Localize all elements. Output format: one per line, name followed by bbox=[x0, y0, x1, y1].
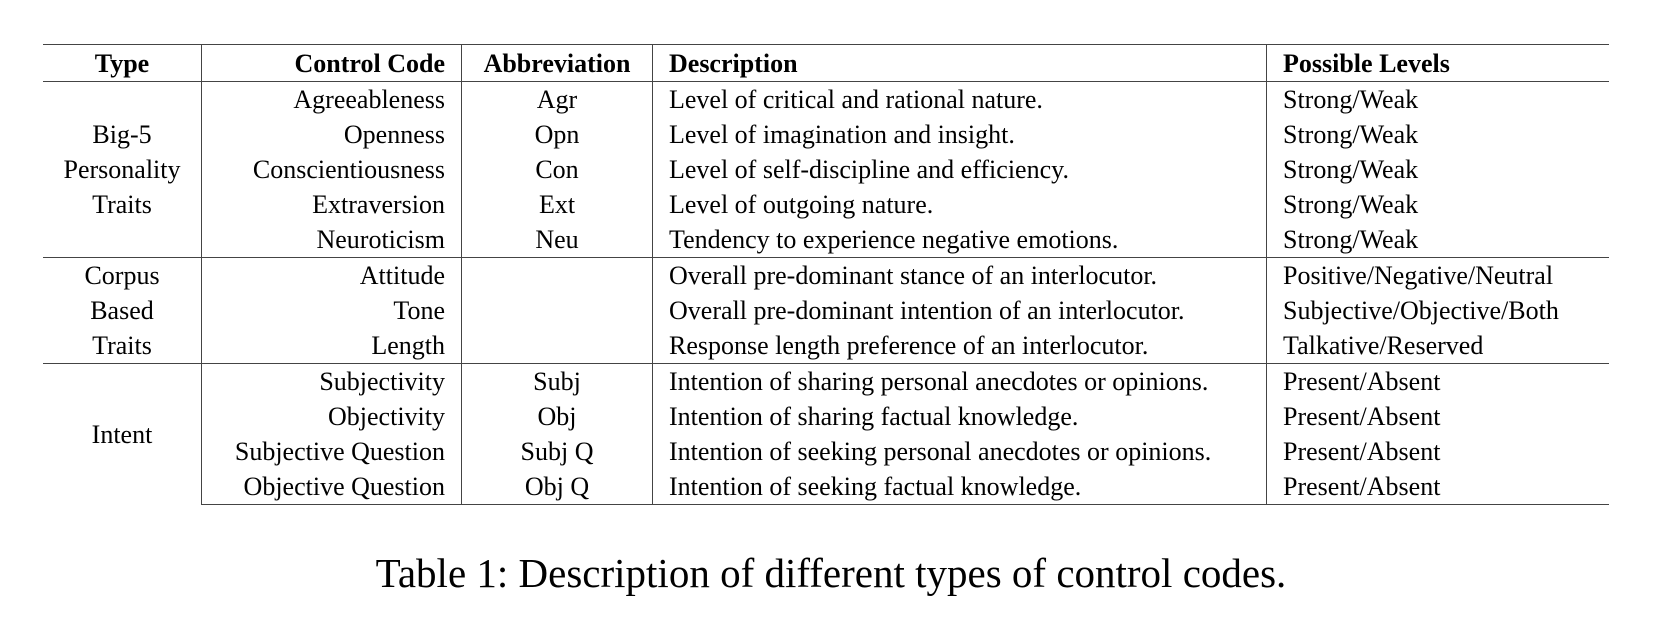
possible-levels-cell: Strong/Weak bbox=[1283, 85, 1419, 114]
possible-levels-cell: Present/Absent bbox=[1283, 437, 1441, 466]
description-cell: Response length preference of an interlo… bbox=[652, 328, 1267, 364]
row-group: Big-5 Personality Traits Agreeableness Agr… bbox=[43, 81, 1609, 258]
control-codes-table-container: Type Control Code Abbreviation Descripti… bbox=[43, 44, 1609, 505]
control-code-cell: Openness bbox=[201, 117, 462, 152]
row-group: Corpus Based Traits Attitude Overall pre-d… bbox=[43, 257, 1609, 364]
header-control-code: Control Code bbox=[201, 44, 462, 82]
header-abbreviation: Abbreviation bbox=[461, 44, 653, 82]
table-row: Tone Overall pre-dominant intention of an… bbox=[43, 293, 1609, 328]
header-description: Description bbox=[652, 44, 1267, 82]
description-cell: Intention of sharing factual knowledge. bbox=[652, 399, 1267, 434]
control-code-cell: Objectivity bbox=[201, 399, 462, 434]
table-row: Intent Subjectivity Subj Intention of shari… bbox=[43, 363, 1609, 505]
possible-levels-cell: Strong/Weak bbox=[1283, 190, 1419, 219]
control-code-cell: Length bbox=[201, 328, 462, 364]
description-cell: Level of outgoing nature. bbox=[652, 187, 1267, 222]
abbreviation-cell: Subj Q bbox=[461, 434, 653, 469]
description-cell: Level of imagination and insight. bbox=[652, 117, 1267, 152]
control-code-cell: Objective Question bbox=[201, 469, 462, 505]
abbreviation-cell: Neu bbox=[461, 222, 653, 258]
possible-levels-cell: Present/Absent bbox=[1266, 363, 1609, 399]
table-row: Conscientiousness Con Level of self-discip… bbox=[43, 152, 1609, 187]
table-row: Length Response length preference of an i… bbox=[43, 328, 1609, 364]
table-row: Subjective Question Subj Q Intention of se… bbox=[43, 434, 1609, 469]
description-cell: Level of self-discipline and efficiency. bbox=[652, 152, 1267, 187]
control-code-cell: Conscientiousness bbox=[201, 152, 462, 187]
abbreviation-cell bbox=[461, 293, 653, 328]
control-code-cell: Subjectivity bbox=[201, 363, 462, 399]
control-code-cell: Subjective Question bbox=[201, 434, 462, 469]
control-code-cell: Attitude bbox=[201, 257, 462, 293]
control-code-cell: Extraversion bbox=[201, 187, 462, 222]
abbreviation-cell: Obj Q bbox=[461, 469, 653, 505]
possible-levels-cell: Strong/Weak bbox=[1283, 155, 1419, 184]
table-caption: Table 1: Description of different types … bbox=[375, 550, 1287, 596]
control-codes-table: Type Control Code Abbreviation Descripti… bbox=[43, 44, 1609, 505]
table-row: Neuroticism Neu Tendency to experience neg… bbox=[43, 222, 1609, 258]
description-cell: Intention of seeking factual knowledge. bbox=[652, 469, 1267, 505]
abbreviation-cell bbox=[461, 257, 653, 293]
abbreviation-cell: Opn bbox=[461, 117, 653, 152]
possible-levels-cell: Strong/Weak bbox=[1283, 225, 1419, 254]
abbreviation-cell: Subj bbox=[461, 363, 653, 399]
control-code-cell: Neuroticism bbox=[201, 222, 462, 258]
possible-levels-cell: Positive/Negative/Neutral bbox=[1266, 257, 1609, 293]
possible-levels-cell: Talkative/Reserved bbox=[1283, 331, 1484, 360]
table-row: Corpus Based Traits Attitude Overall pre-d… bbox=[43, 257, 1609, 364]
control-code-cell: Tone bbox=[201, 293, 462, 328]
control-code-cell: Agreeableness bbox=[201, 81, 462, 117]
description-cell: Overall pre-dominant stance of an interl… bbox=[652, 257, 1267, 293]
abbreviation-cell bbox=[461, 328, 653, 364]
possible-levels-cell: Strong/Weak bbox=[1283, 120, 1419, 149]
row-group: Intent Subjectivity Subj Intention of shari… bbox=[43, 363, 1609, 505]
type-cell: Intent bbox=[43, 363, 202, 505]
abbreviation-cell: Con bbox=[461, 152, 653, 187]
possible-levels-cell: Present/Absent bbox=[1266, 469, 1609, 505]
possible-levels-cell: Subjective/Objective/Both bbox=[1283, 296, 1559, 325]
description-cell: Intention of seeking personal anecdotes … bbox=[652, 434, 1267, 469]
description-cell: Intention of sharing personal anecdotes … bbox=[652, 363, 1267, 399]
table-row: Objective Question Obj Q Intention of seek… bbox=[43, 469, 1609, 505]
header-possible-levels: Possible Levels bbox=[1266, 44, 1609, 82]
possible-levels-cell: Present/Absent bbox=[1283, 402, 1441, 431]
table-row: Openness Opn Level of imagination and insi… bbox=[43, 117, 1609, 152]
abbreviation-cell: Ext bbox=[461, 187, 653, 222]
abbreviation-cell: Agr bbox=[461, 81, 653, 117]
header-type: Type bbox=[43, 44, 202, 82]
table-row: Big-5 Personality Traits Agreeableness Agr… bbox=[43, 81, 1609, 258]
description-cell: Tendency to experience negative emotions… bbox=[652, 222, 1267, 258]
description-cell: Overall pre-dominant intention of an int… bbox=[652, 293, 1267, 328]
table-row: Objectivity Obj Intention of sharing factu… bbox=[43, 399, 1609, 434]
description-cell: Level of critical and rational nature. bbox=[652, 81, 1267, 117]
type-cell: Corpus Based Traits bbox=[43, 257, 202, 364]
type-cell: Big-5 Personality Traits bbox=[43, 81, 202, 258]
abbreviation-cell: Obj bbox=[461, 399, 653, 434]
header-row: Type Control Code Abbreviation Descripti… bbox=[43, 44, 1609, 82]
table-row: Extraversion Ext Level of outgoing nature.… bbox=[43, 187, 1609, 222]
